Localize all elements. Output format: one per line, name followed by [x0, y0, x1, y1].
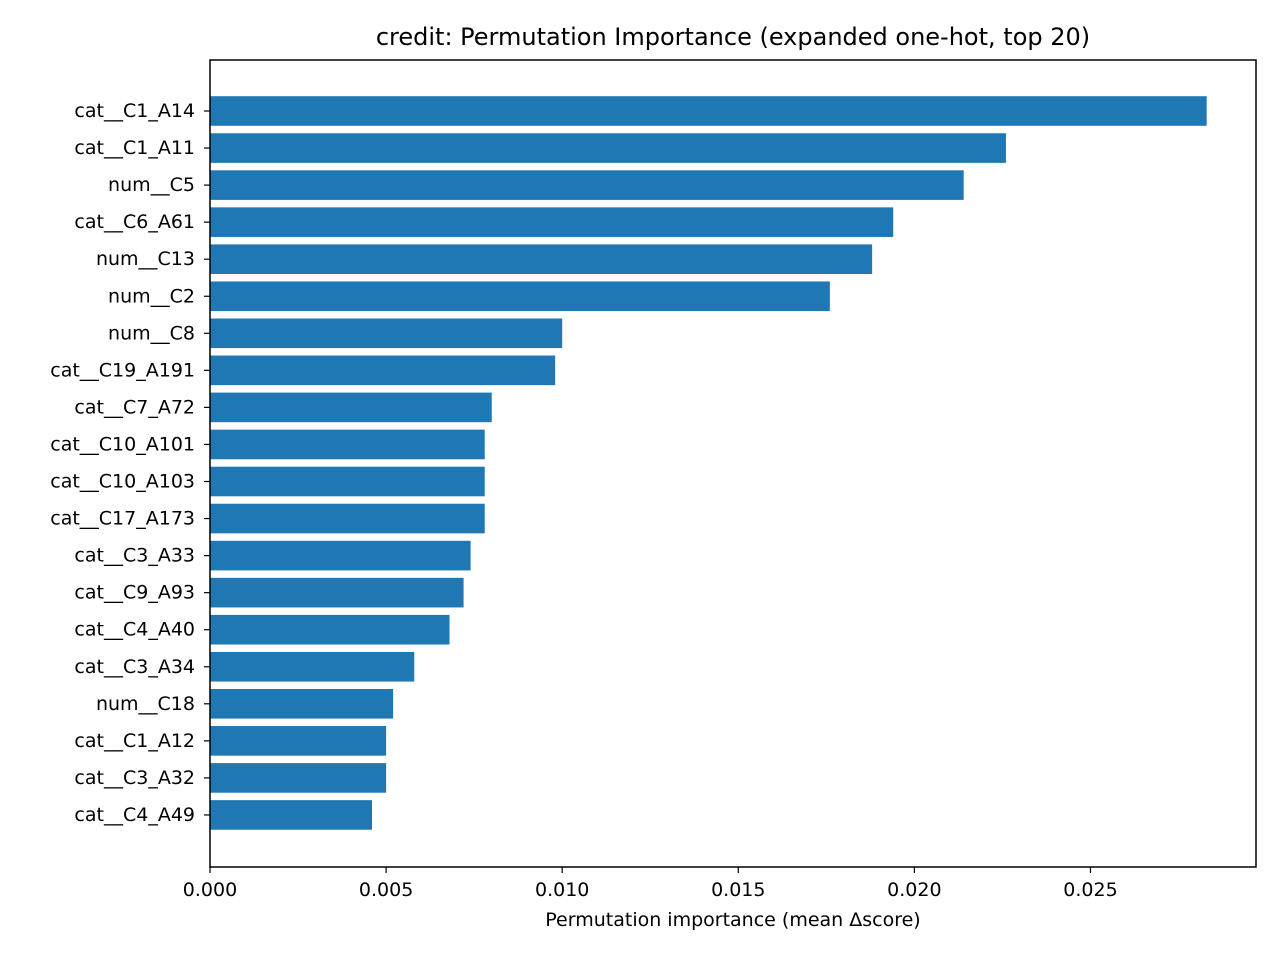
bar — [210, 614, 450, 645]
bar — [210, 281, 830, 312]
bar — [210, 763, 387, 793]
y-tick-label: cat__C4_A49 — [74, 804, 195, 826]
bar — [210, 800, 373, 830]
bar — [210, 244, 873, 274]
y-tick-label: cat__C6_A61 — [74, 211, 195, 233]
x-tick-label: 0.000 — [183, 879, 237, 901]
chart-title: credit: Permutation Importance (expanded… — [376, 23, 1090, 51]
bar — [210, 133, 1006, 163]
bar — [210, 96, 1207, 126]
bar — [210, 466, 485, 497]
bar — [210, 318, 563, 349]
bar — [210, 651, 415, 682]
y-tick-label: cat__C10_A103 — [50, 471, 195, 493]
y-tick-label: cat__C10_A101 — [50, 433, 195, 455]
bars-layer — [210, 96, 1207, 830]
x-tick-label: 0.020 — [887, 879, 941, 901]
bar — [210, 429, 485, 460]
y-axis-ticks: cat__C1_A14 cat__C1_A11 num__C5 cat__C6_A61… — [50, 100, 210, 826]
y-tick-label: cat__C7_A72 — [74, 396, 195, 418]
bar — [210, 355, 556, 386]
y-tick-label: num__C18 — [96, 693, 195, 715]
x-tick-label: 0.025 — [1063, 879, 1117, 901]
x-axis-ticks: 0.000 0.005 0.010 0.015 0.020 0.025 — [183, 867, 1118, 901]
x-tick-label: 0.010 — [535, 879, 589, 901]
x-tick-label: 0.015 — [711, 879, 765, 901]
bar — [210, 392, 492, 423]
y-tick-label: cat__C1_A12 — [74, 730, 195, 752]
y-tick-label: cat__C3_A33 — [74, 545, 195, 567]
bar — [210, 577, 464, 608]
y-tick-label: cat__C3_A34 — [74, 656, 195, 678]
bar — [210, 503, 485, 534]
y-tick-label: num__C5 — [108, 174, 195, 196]
bar — [210, 726, 387, 756]
y-tick-label: cat__C1_A11 — [74, 137, 195, 159]
x-tick-label: 0.005 — [359, 879, 413, 901]
y-tick-label: cat__C4_A40 — [74, 619, 195, 641]
y-tick-label: num__C8 — [108, 322, 195, 344]
bar — [210, 207, 894, 237]
y-tick-label: num__C13 — [96, 248, 195, 270]
y-tick-label: num__C2 — [108, 285, 195, 307]
bar — [210, 540, 471, 571]
plot-area-frame — [209, 59, 1257, 868]
y-tick-label: cat__C1_A14 — [74, 100, 195, 122]
y-tick-label: cat__C19_A191 — [50, 359, 195, 381]
y-tick-label: cat__C3_A32 — [74, 767, 195, 789]
x-axis-label: Permutation importance (mean Δscore) — [545, 909, 920, 931]
bar — [210, 689, 394, 719]
y-tick-label: cat__C17_A173 — [50, 508, 195, 530]
y-tick-label: cat__C9_A93 — [74, 582, 195, 604]
bar — [210, 170, 964, 200]
